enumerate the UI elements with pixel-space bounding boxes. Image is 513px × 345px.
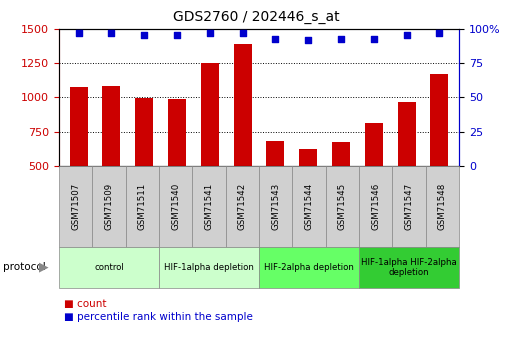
Text: ■ count: ■ count [64, 299, 107, 308]
Text: ■ percentile rank within the sample: ■ percentile rank within the sample [64, 313, 253, 322]
Bar [168, 99, 186, 234]
Bar [266, 141, 285, 234]
Bar [70, 87, 88, 234]
Text: protocol: protocol [3, 263, 45, 272]
Point [140, 32, 148, 38]
Text: GSM71509: GSM71509 [105, 183, 113, 230]
Bar [233, 44, 252, 234]
Text: GSM71540: GSM71540 [171, 183, 180, 230]
Text: GSM71511: GSM71511 [138, 183, 147, 230]
Text: GSM71548: GSM71548 [438, 183, 447, 230]
Point [304, 38, 312, 43]
Bar [430, 74, 448, 234]
Text: GSM71546: GSM71546 [371, 183, 380, 230]
Point [206, 31, 214, 36]
Point [436, 31, 444, 36]
Text: GDS2760 / 202446_s_at: GDS2760 / 202446_s_at [173, 10, 340, 24]
Point [370, 36, 378, 42]
Bar [332, 142, 350, 234]
Text: GSM71543: GSM71543 [271, 183, 280, 230]
Point [173, 32, 181, 38]
Text: HIF-1alpha depletion: HIF-1alpha depletion [164, 263, 254, 272]
Bar [398, 102, 416, 234]
Text: GSM71547: GSM71547 [405, 183, 413, 230]
Point [337, 36, 345, 42]
Text: control: control [94, 263, 124, 272]
Text: GSM71545: GSM71545 [338, 183, 347, 230]
Point [107, 31, 115, 36]
Text: GSM71542: GSM71542 [238, 183, 247, 230]
Text: GSM71544: GSM71544 [305, 183, 313, 230]
Bar [365, 124, 383, 234]
Bar [299, 149, 317, 234]
Point [74, 31, 83, 36]
Point [239, 31, 247, 36]
Point [403, 32, 411, 38]
Text: HIF-2alpha depletion: HIF-2alpha depletion [264, 263, 354, 272]
Text: HIF-1alpha HIF-2alpha
depletion: HIF-1alpha HIF-2alpha depletion [361, 258, 457, 277]
Text: GSM71507: GSM71507 [71, 183, 80, 230]
Bar [103, 86, 121, 234]
Bar [201, 63, 219, 234]
Text: ▶: ▶ [38, 261, 48, 274]
Bar [135, 98, 153, 234]
Text: GSM71541: GSM71541 [205, 183, 213, 230]
Point [271, 36, 280, 42]
